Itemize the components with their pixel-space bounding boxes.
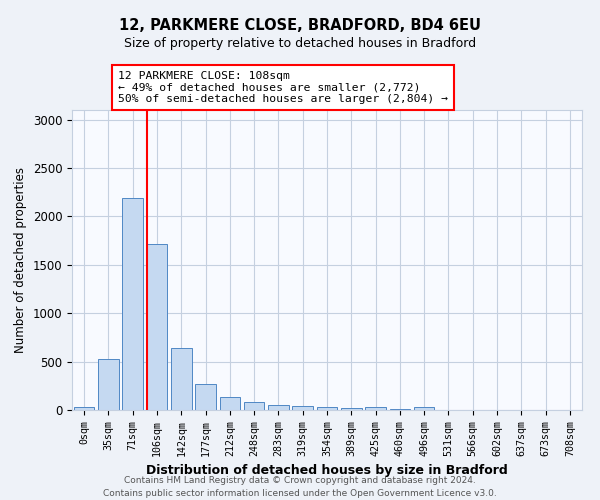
Bar [268,404,289,410]
Text: 12, PARKMERE CLOSE, BRADFORD, BD4 6EU: 12, PARKMERE CLOSE, BRADFORD, BD4 6EU [119,18,481,32]
X-axis label: Distribution of detached houses by size in Bradford: Distribution of detached houses by size … [146,464,508,477]
Bar [414,407,434,410]
Text: Size of property relative to detached houses in Bradford: Size of property relative to detached ho… [124,38,476,51]
Bar [146,244,167,410]
Bar [365,406,386,410]
Bar [98,358,119,410]
Text: Contains HM Land Registry data © Crown copyright and database right 2024.: Contains HM Land Registry data © Crown c… [124,476,476,485]
Bar [122,198,143,410]
Bar [389,409,410,410]
Bar [341,408,362,410]
Y-axis label: Number of detached properties: Number of detached properties [14,167,27,353]
Text: 12 PARKMERE CLOSE: 108sqm
← 49% of detached houses are smaller (2,772)
50% of se: 12 PARKMERE CLOSE: 108sqm ← 49% of detac… [118,71,448,104]
Bar [292,406,313,410]
Bar [195,384,216,410]
Bar [317,408,337,410]
Bar [244,402,265,410]
Bar [171,348,191,410]
Text: Contains public sector information licensed under the Open Government Licence v3: Contains public sector information licen… [103,489,497,498]
Bar [74,406,94,410]
Bar [220,398,240,410]
